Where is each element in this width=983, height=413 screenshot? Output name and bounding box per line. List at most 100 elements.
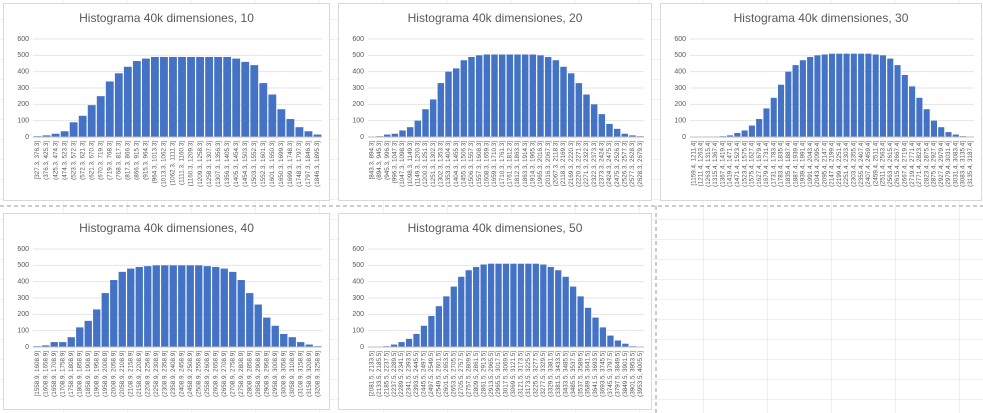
x-tick-label: (3121.5, 3173.5] — [518, 351, 525, 397]
bar — [169, 56, 177, 137]
bar — [537, 55, 544, 138]
bar — [517, 263, 525, 347]
bar — [60, 131, 69, 137]
bar — [590, 104, 598, 137]
x-tick-label: (1506.3, 1557.3] — [468, 141, 475, 187]
x-tick-label: (2067.3, 2118.3] — [553, 141, 560, 187]
bar — [621, 133, 629, 137]
bar — [241, 61, 250, 137]
bar — [858, 53, 865, 138]
y-tick-label: 100 — [352, 328, 364, 335]
y-tick-label: 600 — [352, 246, 364, 253]
bar — [555, 270, 562, 347]
bar — [305, 344, 313, 347]
x-tick-label: (2133.5, 2185.5] — [376, 351, 383, 397]
bar — [622, 343, 629, 347]
x-tick-label: (1471.4, 1523.4] — [734, 141, 741, 187]
bar — [59, 342, 67, 347]
bar — [547, 266, 554, 347]
bar — [280, 333, 288, 347]
x-tick-label: (3135.4, 3187.4] — [967, 141, 974, 187]
x-tick-label: (1404.3, 1455.3] — [453, 141, 460, 187]
x-tick-label: (1914.3, 1965.3] — [530, 141, 537, 187]
bar — [807, 56, 814, 137]
x-tick-label: (523.3, 572.3] — [70, 141, 77, 180]
x-tick-label: (1958.9, 2008.9] — [102, 351, 109, 397]
bar — [220, 268, 228, 347]
bar — [135, 266, 143, 347]
x-tick-label: (2601.5, 2653.5] — [443, 351, 450, 397]
x-tick-label: (945.3, 996.3] — [384, 141, 391, 180]
x-tick-label: (1251.3, 1302.3] — [430, 141, 437, 187]
x-tick-label: (1455.3, 1506.3] — [461, 141, 468, 187]
x-tick-label: (3901.5, 3953.5] — [629, 351, 636, 397]
x-tick-label: (2508.9, 2558.9] — [195, 351, 202, 397]
x-tick-label: (2628.3, 2679.3] — [637, 141, 644, 187]
bar — [87, 105, 96, 137]
bar — [475, 55, 483, 138]
x-tick-label: (1608.3, 1659.3] — [484, 141, 491, 187]
x-tick-label: (1200.3, 1251.3] — [422, 141, 429, 187]
x-tick-label: (3641.5, 3693.5] — [592, 351, 599, 397]
bar — [144, 266, 152, 347]
x-tick-label: (2526.3, 2577.3] — [622, 141, 629, 187]
x-tick-label: (2875.4, 2927.4] — [931, 141, 938, 187]
bar — [286, 119, 295, 137]
x-tick-label: (3083.4, 3135.4] — [960, 141, 967, 187]
x-tick-label: (1939.4, 1991.4] — [800, 141, 807, 187]
x-tick-label: (1062.3, 1111.3] — [170, 141, 177, 186]
bar — [232, 58, 241, 137]
x-tick-label: (1356.3, 1405.3] — [224, 141, 231, 187]
x-tick-label: (2358.9, 2408.9] — [170, 351, 177, 397]
bar — [468, 56, 475, 137]
x-tick-label: (2341.5, 2393.5] — [406, 351, 413, 397]
x-tick-label: (425.3, 474.3] — [52, 141, 59, 180]
x-tick-label: (2118.3, 2169.3] — [560, 141, 567, 187]
x-tick-label: (2808.9, 2858.9] — [246, 351, 253, 397]
x-tick-label: (3069.5, 3121.5] — [510, 351, 517, 397]
x-tick-label: (1211.4, 1263.4] — [698, 141, 705, 187]
bar — [263, 317, 271, 347]
x-tick-label: (1209.3, 1258.3] — [197, 141, 204, 187]
chart-title: Histograma 40k dimensiones, 50 — [408, 221, 583, 235]
bar — [894, 65, 901, 137]
x-tick-label: (1965.3, 2016.3] — [537, 141, 544, 187]
chart: Histograma 40k dimensiones, 10 0 100 200 300… — [3, 3, 330, 201]
x-tick-label: (817.3, 866.3] — [125, 141, 132, 180]
bar — [491, 54, 498, 138]
y-tick-label: 500 — [17, 52, 29, 59]
x-tick-label: (3158.9, 3208.9] — [306, 351, 313, 397]
bar — [613, 128, 621, 137]
bar — [237, 280, 245, 347]
y-tick-label: 500 — [352, 52, 364, 59]
bar — [69, 122, 78, 137]
bar — [195, 265, 203, 347]
x-tick-label: (2208.9, 2258.9] — [144, 351, 151, 397]
bar — [160, 56, 168, 137]
x-tick-label: (2043.4, 2095.4] — [814, 141, 821, 187]
bar — [297, 342, 305, 347]
x-tick-label: (719.3, 768.3] — [106, 141, 113, 180]
x-tick-label: (2858.9, 2908.9] — [255, 351, 262, 397]
chart-area — [660, 3, 982, 201]
x-tick-label: (3329.5, 3381.5] — [547, 351, 554, 397]
x-tick-label: (2169.3, 2220.3] — [568, 141, 575, 187]
x-tick-label: (2705.5, 2757.5] — [458, 351, 465, 397]
x-tick-label: (2757.5, 2809.5] — [465, 351, 472, 397]
x-tick-label: (1419.4, 1471.4] — [727, 141, 734, 187]
bar — [460, 60, 468, 137]
x-tick-label: (3017.5, 3069.5] — [503, 351, 510, 397]
x-tick-label: (1608.9, 1658.9] — [42, 351, 49, 397]
x-tick-label: (3433.5, 3485.5] — [562, 351, 569, 397]
bar — [259, 83, 268, 137]
x-tick-label: (2558.9, 2608.9] — [204, 351, 211, 397]
bar — [792, 65, 799, 137]
bar — [435, 306, 442, 347]
bar — [901, 74, 908, 137]
x-tick-label: (1887.4, 1939.4] — [792, 141, 799, 187]
chart-area — [338, 213, 652, 410]
bar — [607, 335, 614, 347]
bar — [277, 109, 286, 137]
bar — [212, 266, 220, 347]
